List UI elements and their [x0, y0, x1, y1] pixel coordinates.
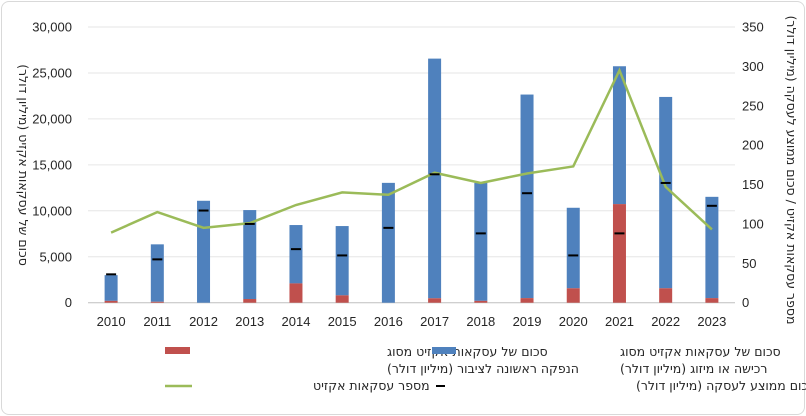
bar-acquisition [150, 244, 164, 302]
legend-swatch-ipo [165, 347, 190, 354]
y-right-tick-label: 150 [742, 177, 764, 192]
legend-label-acquisition: סכום של עסקאות אקזיט מסוג [620, 344, 781, 359]
x-tick-label: 2011 [143, 314, 171, 329]
bar-ipo [659, 288, 673, 303]
y-right-tick-label: 50 [742, 256, 756, 271]
x-tick-label: 2013 [235, 314, 264, 329]
x-tick-label: 2019 [513, 314, 542, 329]
bar-acquisition [612, 66, 626, 205]
legend-swatch-acquisition [432, 347, 456, 354]
bar-ipo [612, 204, 626, 303]
x-tick-label: 2016 [374, 314, 403, 329]
legend-label-count: מספר עסקאות אקזיט [313, 378, 430, 393]
bar-ipo [335, 295, 349, 303]
bar-acquisition [428, 58, 442, 299]
y-axis-left-label: סכום של עסקאות אקזיט (מיליון דולר) [16, 64, 31, 266]
bar-acquisition [474, 182, 488, 301]
legend-label-acquisition: רכישה או מיזוג (מיליון דולר) [620, 361, 767, 376]
bar-ipo [150, 301, 164, 303]
bar-ipo [474, 300, 488, 303]
x-tick-label: 2018 [466, 314, 495, 329]
bar-ipo [520, 298, 534, 303]
x-tick-label: 2010 [97, 314, 126, 329]
x-tick-label: 2014 [282, 314, 311, 329]
y-right-tick-label: 350 [742, 20, 764, 35]
legend-label-ipo: סכום של עסקאות אקזיט מסוג [387, 344, 548, 359]
bar-acquisition [104, 275, 118, 301]
x-tick-label: 2022 [651, 314, 680, 329]
bar-acquisition [566, 207, 580, 289]
y-left-tick-label: 15,000 [32, 157, 72, 172]
x-tick-label: 2017 [420, 314, 449, 329]
y-left-tick-label: 5,000 [39, 249, 72, 264]
bar-acquisition [381, 182, 395, 303]
bar-ipo [289, 283, 303, 303]
y-left-tick-label: 10,000 [32, 203, 72, 218]
y-left-tick-label: 30,000 [32, 20, 72, 35]
y-right-tick-label: 100 [742, 216, 764, 231]
bar-acquisition [197, 200, 211, 303]
y-left-tick-label: 20,000 [32, 111, 72, 126]
bar-acquisition [705, 196, 719, 299]
x-tick-label: 2015 [328, 314, 357, 329]
y-axis-right-label: מספר עסקאות אקזיט / סכום ממוצע לעסקה (מי… [784, 16, 799, 325]
legend: סכום של עסקאות אקזיט מסוג הנפקה ראשונה לצ… [165, 344, 806, 393]
y-right-tick-label: 250 [742, 98, 764, 113]
x-tick-label: 2012 [189, 314, 218, 329]
bar-ipo [243, 299, 257, 303]
bar-acquisition [289, 225, 303, 284]
y-left-tick-label: 25,000 [32, 65, 72, 80]
bar-acquisition [243, 210, 257, 300]
x-tick-label: 2023 [697, 314, 726, 329]
legend-label-average: סכום ממוצע לעסקה (מיליון דולר) [636, 378, 806, 393]
bar-ipo [566, 288, 580, 303]
count-line [110, 67, 713, 234]
x-tick-label: 2020 [559, 314, 588, 329]
y-right-tick-label: 200 [742, 138, 764, 153]
y-right-tick-label: 0 [742, 295, 749, 310]
y-left-tick-label: 0 [65, 295, 72, 310]
bar-acquisition [335, 226, 349, 296]
y-right-tick-label: 300 [742, 59, 764, 74]
bar-ipo [104, 300, 118, 303]
bar-acquisition [659, 96, 673, 289]
x-tick-label: 2021 [605, 314, 634, 329]
bar-acquisition [520, 94, 534, 299]
legend-label-ipo: הנפקה ראשונה לציבור (מיליון דולר) [387, 361, 579, 376]
bar-ipo [705, 298, 719, 303]
bar-ipo [428, 298, 442, 303]
